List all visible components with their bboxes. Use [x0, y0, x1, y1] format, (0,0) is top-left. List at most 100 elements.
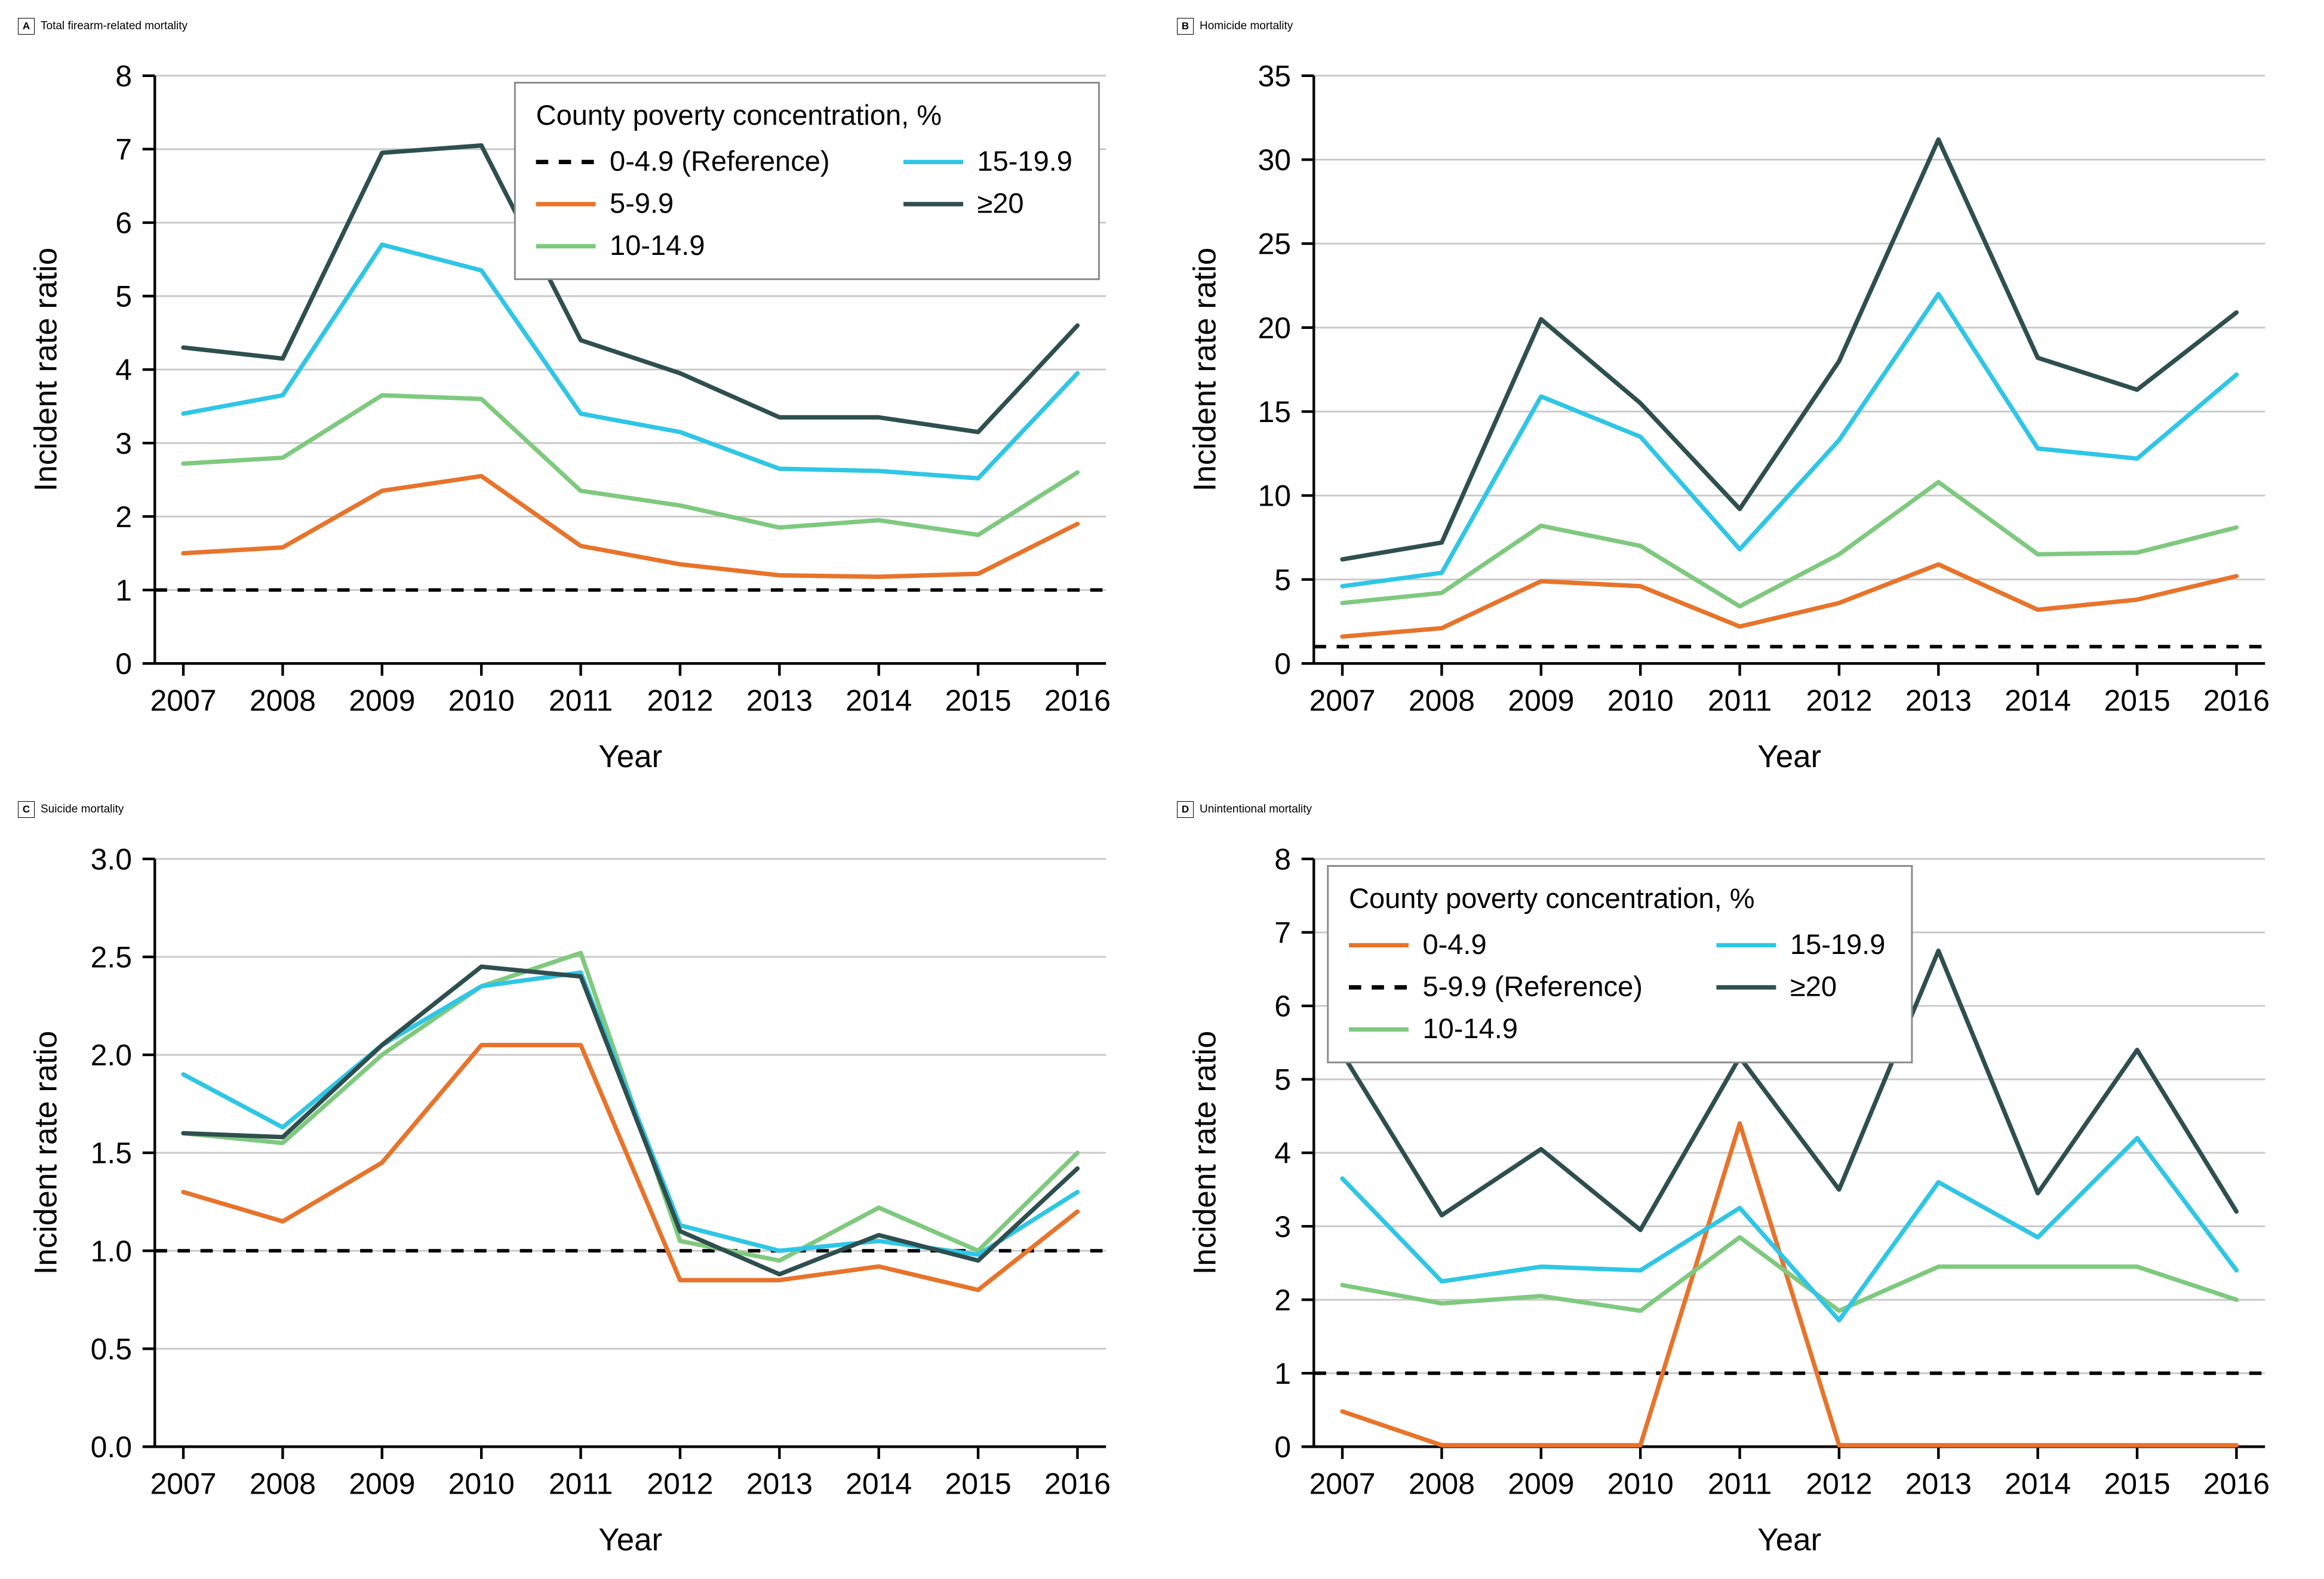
svg-text:5-9.9: 5-9.9: [610, 187, 674, 219]
svg-text:2016: 2016: [2203, 1467, 2270, 1501]
svg-text:2015: 2015: [945, 1467, 1011, 1501]
svg-text:1.0: 1.0: [91, 1235, 132, 1268]
svg-text:0.5: 0.5: [91, 1332, 132, 1366]
svg-text:1: 1: [115, 574, 132, 607]
svg-text:2013: 2013: [1905, 1467, 1972, 1501]
svg-text:10-14.9: 10-14.9: [1422, 1013, 1517, 1045]
svg-text:2014: 2014: [2005, 684, 2071, 718]
svg-text:4: 4: [115, 353, 132, 387]
svg-text:2007: 2007: [1309, 684, 1375, 718]
svg-text:2: 2: [1274, 1283, 1291, 1317]
svg-text:1: 1: [1274, 1357, 1291, 1390]
svg-text:2007: 2007: [150, 684, 216, 718]
svg-text:2010: 2010: [1607, 684, 1674, 718]
svg-text:2011: 2011: [1708, 1467, 1772, 1501]
svg-text:County poverty concentration,: County poverty concentration, %: [1349, 882, 1754, 914]
svg-text:0-4.9 (Reference): 0-4.9 (Reference): [610, 145, 829, 177]
panel-title: Unintentional mortality: [1200, 803, 1312, 816]
svg-text:2011: 2011: [549, 1467, 613, 1501]
svg-text:2013: 2013: [1905, 684, 1972, 718]
svg-text:35: 35: [1258, 59, 1291, 93]
svg-text:Incident rate ratio: Incident rate ratio: [1188, 248, 1223, 492]
svg-text:2012: 2012: [647, 684, 713, 718]
svg-text:3: 3: [1274, 1210, 1291, 1243]
svg-text:0-4.9: 0-4.9: [1422, 928, 1486, 960]
svg-text:10: 10: [1258, 479, 1291, 513]
svg-text:2009: 2009: [349, 684, 415, 718]
svg-text:0: 0: [1274, 647, 1291, 681]
svg-text:2007: 2007: [150, 1467, 216, 1501]
svg-text:2014: 2014: [2005, 1467, 2071, 1501]
svg-text:2010: 2010: [448, 684, 515, 718]
svg-text:≥20: ≥20: [1790, 971, 1837, 1002]
svg-text:2009: 2009: [349, 1467, 415, 1501]
svg-text:10-14.9: 10-14.9: [610, 229, 705, 261]
svg-text:Incident rate ratio: Incident rate ratio: [29, 248, 64, 492]
svg-text:3: 3: [115, 427, 132, 460]
svg-text:2.0: 2.0: [91, 1039, 132, 1072]
panel-letter: B: [1177, 18, 1194, 35]
svg-text:Incident rate ratio: Incident rate ratio: [29, 1031, 64, 1275]
panel-title-row: A Total firearm-related mortality: [18, 18, 1141, 35]
panel-title: Homicide mortality: [1200, 20, 1293, 33]
chart-D: 0123456782007200820092010201120122013201…: [1177, 824, 2300, 1560]
svg-text:2009: 2009: [1508, 1467, 1574, 1501]
panel-letter: A: [18, 18, 35, 35]
svg-text:2013: 2013: [746, 1467, 813, 1501]
svg-text:≥20: ≥20: [977, 187, 1023, 219]
svg-text:30: 30: [1258, 143, 1291, 177]
svg-text:2012: 2012: [647, 1467, 713, 1501]
svg-text:8: 8: [1274, 843, 1291, 876]
svg-text:6: 6: [115, 207, 132, 240]
svg-text:2011: 2011: [1708, 684, 1772, 718]
svg-text:2015: 2015: [945, 684, 1011, 718]
svg-text:5: 5: [1274, 1063, 1291, 1097]
svg-text:2015: 2015: [2104, 1467, 2170, 1501]
chart-C-wrap: 0.00.51.01.52.02.53.02007200820092010201…: [18, 824, 1141, 1560]
panel-letter: C: [18, 801, 35, 818]
svg-text:2011: 2011: [549, 684, 613, 718]
svg-text:15: 15: [1258, 395, 1291, 429]
chart-C: 0.00.51.01.52.02.53.02007200820092010201…: [18, 824, 1141, 1560]
svg-text:5: 5: [115, 280, 132, 313]
panel-title-row: B Homicide mortality: [1177, 18, 2300, 35]
svg-text:0.0: 0.0: [91, 1430, 132, 1464]
svg-text:6: 6: [1274, 990, 1291, 1023]
panel-C: C Suicide mortality 0.00.51.01.52.02.53.…: [18, 801, 1141, 1560]
svg-text:0: 0: [115, 647, 132, 681]
figure-grid: A Total firearm-related mortality 0 1 2 3 4 5…: [0, 0, 2324, 1579]
svg-text:Incident rate ratio: Incident rate ratio: [1188, 1031, 1223, 1275]
svg-text:2010: 2010: [1607, 1467, 1674, 1501]
svg-text:2013: 2013: [746, 684, 813, 718]
svg-text:Year: Year: [1757, 739, 1821, 774]
svg-text:15-19.9: 15-19.9: [1790, 928, 1885, 960]
svg-text:20: 20: [1258, 311, 1291, 344]
svg-text:2008: 2008: [250, 1467, 316, 1501]
svg-text:2007: 2007: [1309, 1467, 1375, 1501]
svg-text:7: 7: [115, 133, 132, 166]
svg-text:Year: Year: [598, 739, 662, 774]
svg-text:2008: 2008: [250, 684, 316, 718]
panel-title: Suicide mortality: [41, 803, 124, 816]
chart-D-wrap: 0123456782007200820092010201120122013201…: [1177, 824, 2300, 1560]
svg-text:4: 4: [1274, 1137, 1291, 1170]
panel-title: Total firearm-related mortality: [41, 20, 187, 33]
svg-text:2010: 2010: [448, 1467, 515, 1501]
svg-text:1.5: 1.5: [91, 1137, 132, 1170]
panel-D: D Unintentional mortality 0 1 2 3 4 5 6 7 8 2007 2…: [1177, 801, 2300, 1560]
panel-B: B Homicide mortality 0510152025303520072…: [1177, 18, 2300, 777]
svg-text:3.0: 3.0: [91, 843, 132, 876]
svg-text:15-19.9: 15-19.9: [977, 145, 1072, 177]
panel-letter: D: [1177, 801, 1194, 818]
chart-B-wrap: 0510152025303520072008200920102011201220…: [1177, 41, 2300, 777]
panel-A: A Total firearm-related mortality 012345…: [18, 18, 1141, 777]
svg-text:2012: 2012: [1806, 1467, 1872, 1501]
svg-text:2016: 2016: [1044, 1467, 1111, 1501]
svg-text:2015: 2015: [2104, 684, 2170, 718]
panel-title-row: D Unintentional mortality: [1177, 801, 2300, 818]
svg-text:5: 5: [1274, 563, 1291, 596]
svg-text:County poverty concentration,: County poverty concentration, %: [536, 99, 942, 131]
svg-text:0: 0: [1274, 1430, 1291, 1464]
svg-text:7: 7: [1274, 916, 1291, 950]
svg-text:2016: 2016: [1044, 684, 1111, 718]
